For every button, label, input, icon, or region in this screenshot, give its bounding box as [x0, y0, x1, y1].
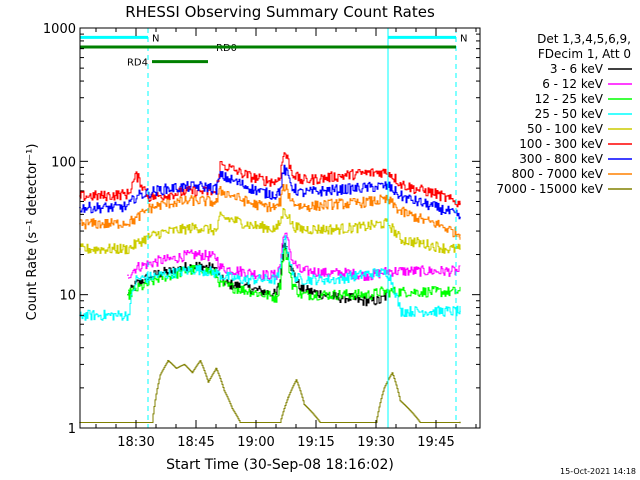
legend: Det 1,3,4,5,6,9, FDecim 1, Att 0 3 - 6 k… [496, 32, 632, 196]
series-point-2-0 [127, 293, 129, 296]
axis-layer: 1 10 100 1000 18:30 18:45 19:00 19:15 19:30 19:45 [43, 22, 481, 450]
series-point-0-12 [251, 288, 253, 290]
series-point-4-36 [459, 248, 461, 250]
y-tick-label-0: 1 [68, 422, 76, 437]
x-tick-label-1: 18:45 [177, 435, 214, 450]
legend-header-line-2: FDecim 1, Att 0 [538, 47, 631, 61]
annotation-label-0: N [152, 33, 159, 44]
series-point-2-18 [299, 293, 301, 296]
series-point-0-24 [371, 299, 373, 302]
series-point-8-30 [459, 421, 461, 424]
series-point-8-12 [215, 367, 217, 370]
series-point-3-12 [215, 272, 217, 274]
y-tick-label-1: 10 [59, 289, 76, 304]
x-tick-label-3: 19:15 [297, 435, 334, 450]
series-point-1-18 [299, 270, 301, 272]
series-point-6-18 [275, 194, 277, 196]
series-line-300-to-800keV [80, 164, 461, 220]
series-line-800-to-7000keV [80, 184, 461, 240]
series-point-5-6 [147, 196, 149, 198]
series-point-6-12 [215, 188, 217, 190]
series-point-6-36 [459, 216, 461, 219]
series-point-7-24 [323, 204, 325, 206]
series-point-4-18 [275, 228, 277, 230]
annotation-layer: NNRD0RD4 [80, 28, 467, 428]
series-point-7-36 [459, 234, 461, 236]
y-axis-label: Count Rate (s⁻¹ detector⁻¹) [25, 144, 40, 321]
series-point-4-12 [215, 230, 217, 232]
legend-label-6: 300 - 800 keV [519, 152, 603, 166]
legend-label-3: 25 - 50 keV [535, 107, 604, 121]
footer-timestamp: 15-Oct-2021 14:18 [560, 467, 636, 476]
series-layer [79, 152, 461, 424]
legend-label-4: 50 - 100 keV [527, 122, 604, 136]
series-point-7-18 [275, 206, 277, 209]
series-point-2-24 [371, 293, 373, 296]
series-point-5-18 [275, 181, 277, 183]
x-tick-label-2: 19:00 [237, 435, 274, 450]
x-tick-label-4: 19:30 [357, 435, 394, 450]
chart-title: RHESSI Observing Summary Count Rates [125, 3, 435, 21]
series-point-5-36 [459, 203, 461, 205]
series-point-3-18 [275, 278, 277, 281]
legend-label-7: 800 - 7000 keV [512, 167, 604, 181]
series-point-1-12 [251, 272, 253, 274]
legend-label-0: 3 - 6 keV [550, 62, 604, 76]
x-tick-label-0: 18:30 [117, 435, 154, 450]
legend-label-5: 100 - 300 keV [519, 137, 603, 151]
series-line-7000-to-15000keV [80, 360, 460, 423]
series-point-2-30 [435, 291, 437, 293]
series-point-8-18 [287, 396, 289, 399]
series-line-100-to-300keV [80, 152, 461, 208]
series-point-5-24 [323, 177, 325, 179]
series-line-50-to-100keV [80, 208, 461, 255]
series-point-2-12 [251, 291, 253, 293]
series-point-1-6 [195, 253, 197, 256]
y-tick-label-3: 1000 [43, 22, 76, 37]
series-point-3-36 [459, 310, 461, 313]
legend-header-line-1: Det 1,3,4,5,6,9, [537, 32, 631, 46]
plot-frame [79, 27, 481, 429]
legend-label-2: 12 - 25 keV [535, 92, 604, 106]
series-point-6-24 [323, 190, 325, 192]
annotation-label-4: RD4 [127, 58, 148, 69]
y-tick-label-2: 100 [51, 155, 76, 170]
series-point-1-30 [435, 270, 437, 272]
legend-label-1: 6 - 12 keV [542, 77, 604, 91]
series-point-8-6 [167, 359, 169, 362]
series-point-3-6 [147, 276, 149, 279]
series-line-25-to-50keV [80, 235, 461, 321]
series-point-3-24 [323, 278, 325, 281]
x-tick-label-5: 19:45 [417, 435, 454, 450]
series-point-4-24 [323, 228, 325, 230]
annotation-label-1: N [460, 33, 467, 44]
series-point-7-12 [215, 201, 217, 204]
x-axis-label: Start Time (30-Sep-08 18:16:02) [166, 457, 394, 473]
series-point-1-0 [127, 274, 129, 276]
series-line-6-to-12keV [128, 232, 461, 281]
legend-label-8: 7000 - 15000 keV [496, 182, 603, 196]
series-point-0-18 [299, 288, 301, 290]
